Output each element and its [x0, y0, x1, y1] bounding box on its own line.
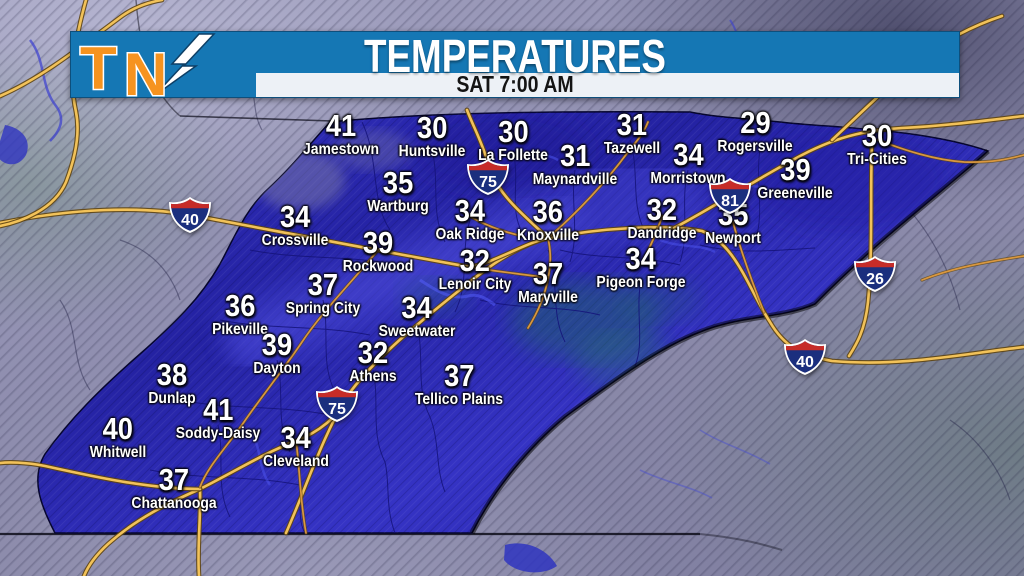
header-title: TEMPERATURES	[364, 30, 666, 82]
background-rivers	[0, 19, 771, 573]
interstate-shield-icon: 40	[169, 197, 211, 233]
svg-text:40: 40	[181, 212, 199, 229]
svg-text:75: 75	[328, 401, 346, 418]
svg-text:75: 75	[479, 174, 497, 191]
header-subtitle: SAT 7:00 AM	[456, 71, 574, 97]
interstate-shield-icon: 75	[316, 386, 358, 422]
interstate-75-shield: 75	[315, 385, 359, 423]
station-logo: T N	[79, 33, 216, 97]
mountain-ridge-shadow	[469, 148, 990, 535]
interstate-40-shield: 40	[168, 196, 212, 234]
logo-letter-n: N	[124, 41, 167, 97]
svg-text:26: 26	[866, 271, 884, 288]
header-time-strip	[256, 73, 959, 97]
interstate-40-shield: 40	[783, 338, 827, 376]
interstate-75-shield: 75	[466, 158, 510, 196]
interstate-81-shield: 81	[708, 177, 752, 215]
svg-text:40: 40	[796, 354, 814, 371]
svg-text:81: 81	[721, 193, 739, 210]
interstate-shield-icon: 81	[709, 178, 751, 214]
lightning-bolt-icon	[153, 33, 216, 97]
interstate-26-shield: 26	[853, 255, 897, 293]
interstate-shield-icon: 26	[854, 256, 896, 292]
header-banner: TEMPERATURES SAT 7:00 AM T N	[70, 30, 960, 98]
interstate-shield-icon: 75	[467, 159, 509, 195]
interstate-shield-icon: 40	[784, 339, 826, 375]
logo-letter-t: T	[80, 35, 117, 97]
